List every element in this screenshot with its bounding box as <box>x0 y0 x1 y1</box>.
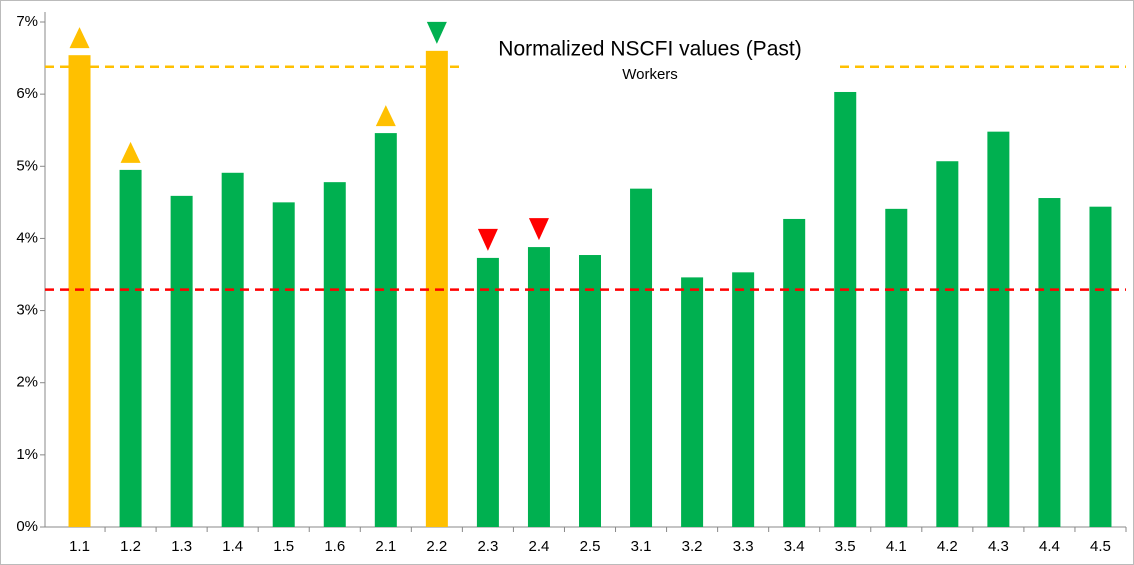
marker <box>477 228 498 251</box>
x-tick-label: 1.1 <box>69 538 90 555</box>
bar <box>221 172 244 527</box>
bar <box>1089 206 1112 527</box>
y-tick-label: 5% <box>16 157 38 174</box>
x-tick-label: 3.2 <box>682 538 703 555</box>
y-tick-label: 2% <box>16 374 38 391</box>
x-tick-label: 1.4 <box>222 538 243 555</box>
bar <box>68 55 91 527</box>
y-tick-label: 7% <box>16 13 38 30</box>
x-tick-label: 4.3 <box>988 538 1009 555</box>
chart-title: Normalized NSCFI values (Past) <box>498 38 801 61</box>
bar <box>1038 198 1061 527</box>
bar <box>579 255 601 527</box>
marker <box>120 141 141 163</box>
x-tick-label: 4.2 <box>937 538 958 555</box>
x-tick-label: 4.1 <box>886 538 907 555</box>
bar <box>783 218 806 527</box>
x-tick-label: 3.1 <box>631 538 652 555</box>
x-tick-label: 1.5 <box>273 538 294 555</box>
y-tick-label: 0% <box>16 518 38 535</box>
y-tick-label: 3% <box>16 302 38 319</box>
bar <box>476 257 499 527</box>
y-tick-label: 6% <box>16 85 38 102</box>
bar <box>374 133 397 527</box>
x-tick-label: 2.5 <box>580 538 601 555</box>
x-tick-label: 2.2 <box>426 538 447 555</box>
chart-subtitle: Workers <box>622 66 678 83</box>
x-tick-label: 3.3 <box>733 538 754 555</box>
bar <box>630 188 653 527</box>
bar <box>119 169 142 527</box>
x-tick-label: 2.4 <box>529 538 550 555</box>
marker <box>375 105 396 127</box>
y-tick-label: 1% <box>16 446 38 463</box>
x-tick-label: 1.3 <box>171 538 192 555</box>
bar <box>323 182 346 527</box>
bar <box>987 131 1010 527</box>
bar <box>885 208 908 527</box>
marker <box>528 218 549 241</box>
x-tick-label: 2.3 <box>477 538 498 555</box>
bar <box>732 272 755 527</box>
bar <box>527 247 550 528</box>
bar <box>170 195 193 527</box>
x-tick-label: 1.2 <box>120 538 141 555</box>
x-tick-label: 1.6 <box>324 538 345 555</box>
x-tick-label: 3.5 <box>835 538 856 555</box>
x-tick-label: 4.4 <box>1039 538 1060 555</box>
marker <box>69 27 90 49</box>
bar <box>936 161 959 527</box>
x-tick-label: 4.5 <box>1090 538 1111 555</box>
bar <box>272 202 295 527</box>
bar <box>834 91 857 527</box>
y-tick-label: 4% <box>16 229 38 246</box>
bar <box>681 277 704 527</box>
title-background <box>462 34 836 86</box>
x-tick-label: 2.1 <box>375 538 396 555</box>
marker <box>426 21 447 44</box>
x-tick-label: 3.4 <box>784 538 805 555</box>
